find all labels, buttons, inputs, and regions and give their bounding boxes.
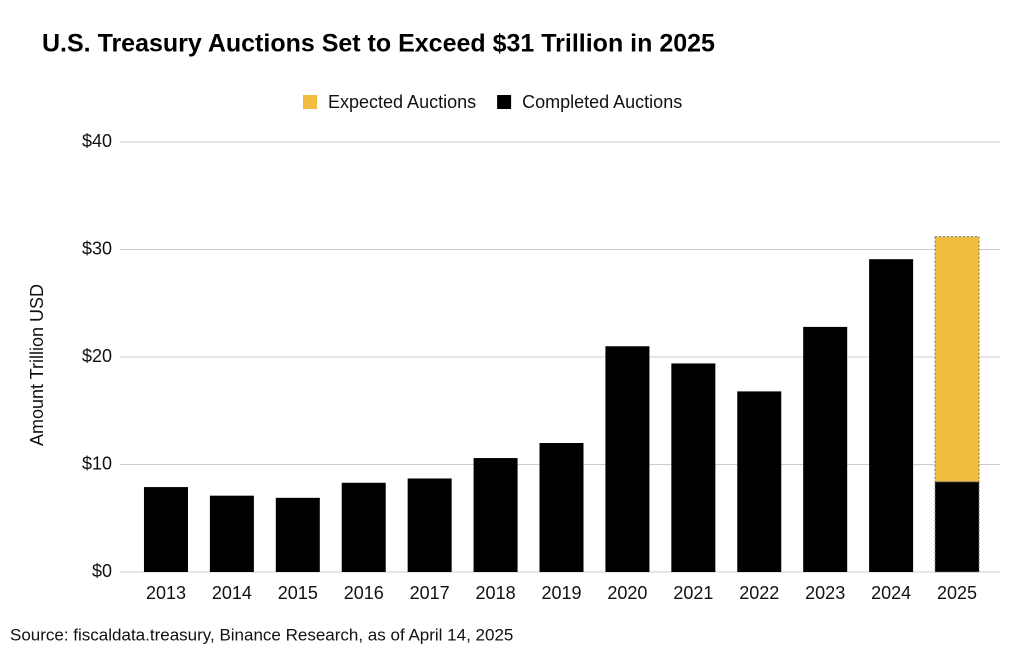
x-tick-label: 2020 (607, 583, 647, 603)
y-tick-label: $30 (82, 238, 112, 258)
x-tick-label: 2024 (871, 583, 911, 603)
bar-segment (539, 443, 584, 572)
x-tick-label: 2023 (805, 583, 845, 603)
source-note: Source: fiscaldata.treasury, Binance Res… (10, 625, 513, 644)
bar-segment (143, 487, 188, 572)
bar-segment (934, 236, 980, 483)
x-tick-label: 2018 (476, 583, 516, 603)
bar-segment (934, 481, 980, 573)
x-tick-label: 2016 (344, 583, 384, 603)
x-tick-label: 2013 (146, 583, 186, 603)
bar-segment (407, 478, 452, 572)
legend-label: Expected Auctions (328, 92, 476, 112)
bar-segment (473, 458, 518, 572)
x-tick-label: 2015 (278, 583, 318, 603)
x-tick-label: 2021 (673, 583, 713, 603)
bar-segment (275, 497, 320, 572)
x-tick-label: 2014 (212, 583, 252, 603)
bar-segment (341, 482, 386, 572)
x-tick-label: 2022 (739, 583, 779, 603)
y-tick-label: $0 (92, 561, 112, 581)
y-tick-label: $10 (82, 453, 112, 473)
bar-segment (605, 346, 650, 572)
chart-title: U.S. Treasury Auctions Set to Exceed $31… (42, 30, 715, 58)
y-tick-label: $40 (82, 131, 112, 151)
y-tick-label: $20 (82, 346, 112, 366)
legend-label: Completed Auctions (522, 92, 682, 112)
x-tick-label: 2017 (410, 583, 450, 603)
x-tick-label: 2025 (937, 583, 977, 603)
bar-segment (869, 259, 914, 572)
bars: 2013 2014 2015 2016 2017 2018 2019 2020 2021 2022… (143, 236, 980, 603)
bar-segment (737, 391, 782, 572)
legend-swatch (497, 95, 512, 109)
x-tick-label: 2019 (541, 583, 581, 603)
bar-segment (803, 326, 848, 572)
bar-segment (671, 363, 716, 572)
legend: Expected Auctions Completed Auctions (303, 92, 682, 112)
y-axis-label: Amount Trillion USD (27, 284, 47, 446)
bar-segment (209, 495, 254, 572)
legend-swatch (303, 95, 317, 109)
